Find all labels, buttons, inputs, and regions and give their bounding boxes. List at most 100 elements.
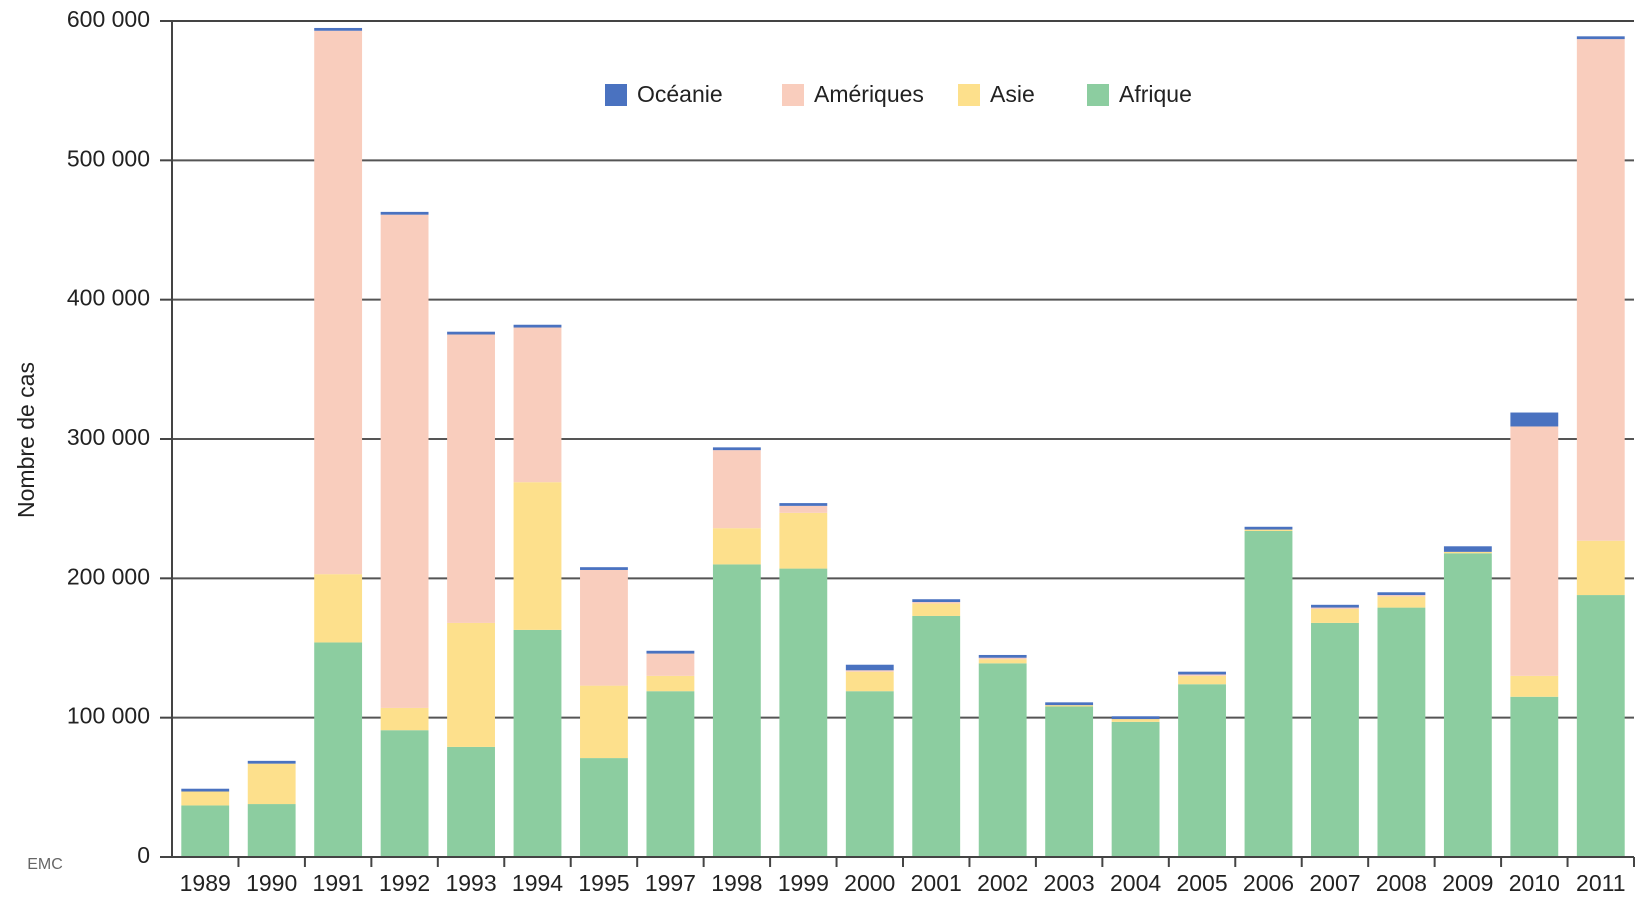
bar-segment <box>1178 674 1226 676</box>
bar-segment <box>380 707 429 731</box>
x-tick-label: 1999 <box>778 870 829 896</box>
bar-segment <box>1178 684 1226 857</box>
x-tick-label: 1997 <box>645 870 696 896</box>
bar-segment <box>1377 596 1426 608</box>
x-tick-label: 2010 <box>1509 870 1560 896</box>
bar-segment <box>1045 705 1094 707</box>
x-tick-label: 1995 <box>578 870 629 896</box>
x-tick-label: 2002 <box>977 870 1028 896</box>
y-axis-label: Nombre de cas <box>13 362 39 518</box>
bar-segment <box>1510 696 1559 857</box>
bar-segment <box>779 568 828 857</box>
y-tick-label: 500 000 <box>67 145 150 171</box>
x-tick-label: 2006 <box>1243 870 1294 896</box>
bar-segment <box>380 730 429 857</box>
bar-segment <box>1443 551 1492 554</box>
x-tick-label: 2004 <box>1110 870 1161 896</box>
x-tick-label: 1992 <box>379 870 430 896</box>
bar-segment <box>1045 702 1094 706</box>
y-tick-label: 100 000 <box>67 703 150 729</box>
bar-segment <box>380 211 429 215</box>
bar-segment <box>181 791 230 806</box>
x-tick-label: 2000 <box>844 870 895 896</box>
y-tick-label: 200 000 <box>67 563 150 589</box>
bar-segment <box>1311 604 1359 608</box>
bar-segment <box>978 663 1027 857</box>
legend-swatch <box>958 84 980 106</box>
logo: EMC <box>27 856 63 873</box>
bar-segment <box>1178 675 1226 685</box>
bar-segment <box>247 804 296 857</box>
legend-label: Asie <box>990 81 1035 107</box>
x-tick-label: 2005 <box>1176 870 1227 896</box>
bar-segment <box>1510 412 1559 427</box>
bar-segment <box>513 324 562 328</box>
bar-segment <box>447 622 495 747</box>
bar-segment <box>978 654 1027 658</box>
legend-label: Afrique <box>1119 81 1192 107</box>
x-tick-label: 1993 <box>445 870 496 896</box>
bar-segment <box>580 685 628 759</box>
bar-segment <box>845 671 894 692</box>
bar-segment <box>1111 721 1160 857</box>
bar-segment <box>1377 592 1426 596</box>
bar-segment <box>1311 608 1359 623</box>
x-tick-label: 1991 <box>313 870 364 896</box>
bar-segment <box>712 528 761 565</box>
bar-segment <box>1576 39 1625 541</box>
y-tick-label: 400 000 <box>67 285 150 311</box>
x-tick-label: 2009 <box>1442 870 1493 896</box>
x-tick-label: 2001 <box>911 870 962 896</box>
bar-segment <box>1311 607 1359 609</box>
bar-segment <box>912 615 961 857</box>
y-tick-label: 300 000 <box>67 424 150 450</box>
bar-segment <box>1111 716 1160 720</box>
bar-segment <box>1576 595 1625 857</box>
bar-segment <box>447 746 495 857</box>
bar-segment <box>845 664 894 671</box>
bar-segment <box>314 574 363 643</box>
bar-segment <box>1111 719 1160 722</box>
x-tick-label: 2008 <box>1376 870 1427 896</box>
bar-segment <box>712 450 761 529</box>
x-tick-label: 1989 <box>180 870 231 896</box>
bar-segment <box>712 564 761 857</box>
bar-segment <box>247 763 296 805</box>
bar-segment <box>380 214 429 708</box>
bar-segment <box>912 599 961 603</box>
bar-segment <box>845 670 894 672</box>
bar-segment <box>447 331 495 335</box>
bar-segment <box>181 788 230 792</box>
bar-segment <box>580 567 628 570</box>
bar-segment <box>314 27 363 31</box>
bar-segment <box>247 760 296 764</box>
x-tick-label: 1990 <box>246 870 297 896</box>
bar-segment <box>1244 526 1293 530</box>
legend-swatch <box>782 84 804 106</box>
bar-segment <box>447 334 495 623</box>
bar-segment <box>1576 540 1625 596</box>
bar-segment <box>1045 706 1094 857</box>
bar-segment <box>779 503 828 506</box>
bar-segment <box>1443 546 1492 552</box>
bar-segment <box>646 675 695 692</box>
bar-segment <box>1510 675 1559 697</box>
x-tick-label: 1998 <box>711 870 762 896</box>
bar-segment <box>978 657 1027 660</box>
bar-segment <box>513 327 562 483</box>
bar-segment <box>181 805 230 857</box>
bar-segment <box>712 447 761 451</box>
bar-segment <box>1377 595 1426 597</box>
bar-segment <box>1244 530 1293 857</box>
bar-segment <box>513 482 562 630</box>
bar-segment <box>978 659 1027 664</box>
bar-segment <box>1443 553 1492 857</box>
bar-segment <box>580 569 628 686</box>
bar-segment <box>646 650 695 654</box>
bar-segment <box>646 653 695 676</box>
bar-segment <box>1510 426 1559 676</box>
bar-segment <box>314 642 363 857</box>
bar-segment <box>912 603 961 616</box>
bar-segment <box>1377 607 1426 857</box>
legend-swatch <box>605 84 627 106</box>
